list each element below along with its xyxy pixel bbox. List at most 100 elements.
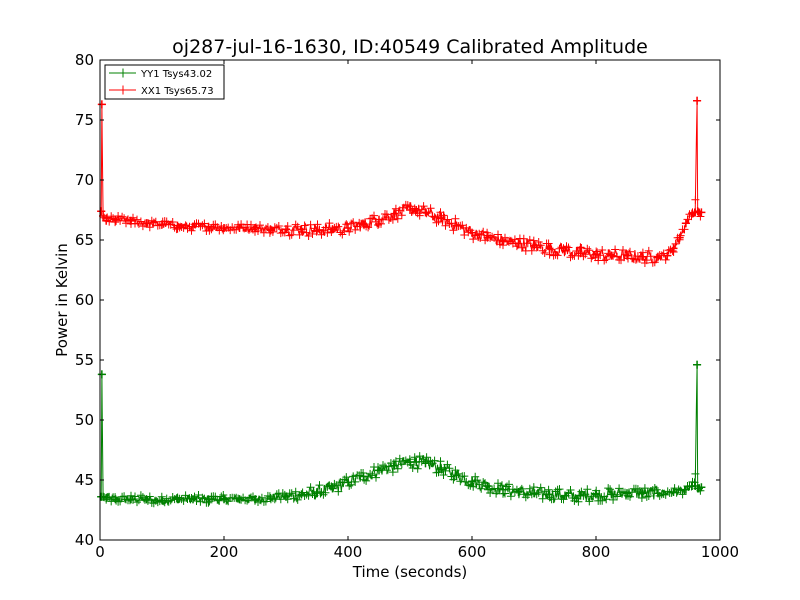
data-point xyxy=(251,495,259,504)
data-point xyxy=(697,483,706,492)
series-layer xyxy=(97,96,706,508)
data-point xyxy=(111,215,120,224)
data-point xyxy=(514,488,523,496)
data-point xyxy=(663,251,672,260)
data-point xyxy=(220,495,228,504)
x-tick-label: 1000 xyxy=(701,543,739,561)
data-point xyxy=(421,459,430,468)
legend-label-yy1: YY1 Tsys43.02 xyxy=(140,69,212,80)
y-tick-label: 55 xyxy=(75,351,94,369)
data-point xyxy=(669,488,678,496)
data-point xyxy=(681,485,690,494)
data-point xyxy=(452,471,461,480)
data-point xyxy=(97,207,106,216)
data-point xyxy=(297,225,306,234)
data-point xyxy=(158,220,166,229)
data-point xyxy=(421,208,430,217)
data-point xyxy=(437,464,445,472)
data-point xyxy=(693,96,702,105)
legend-box xyxy=(104,64,225,100)
data-point xyxy=(693,360,702,369)
data-point xyxy=(266,225,275,234)
series-1 xyxy=(97,96,706,267)
data-point xyxy=(189,495,197,504)
y-tick-label: 60 xyxy=(75,291,94,309)
data-point xyxy=(235,224,244,232)
legend-marker-yy1 xyxy=(118,68,128,78)
data-point xyxy=(251,224,259,232)
data-point xyxy=(142,495,151,504)
data-point xyxy=(693,207,702,216)
data-point xyxy=(390,209,399,218)
y-tick-label: 70 xyxy=(75,171,94,189)
data-point xyxy=(412,206,421,214)
data-point xyxy=(127,495,135,504)
data-point xyxy=(638,489,647,498)
y-axis-label: Power in Kelvin xyxy=(53,243,71,357)
data-point xyxy=(173,495,182,504)
data-point xyxy=(344,224,352,232)
legend: YY1 Tsys43.02 XX1 Tsys65.73 xyxy=(104,64,225,100)
data-point xyxy=(204,495,213,504)
data-point xyxy=(561,491,569,500)
data-point xyxy=(127,216,135,225)
data-point xyxy=(576,491,585,500)
data-point xyxy=(545,490,554,499)
x-tick-label: 0 xyxy=(95,543,105,561)
data-point xyxy=(607,251,616,260)
data-point xyxy=(282,225,290,234)
data-point xyxy=(158,496,166,505)
data-point xyxy=(592,490,600,499)
legend-label-xx1: XX1 Tsys65.73 xyxy=(141,86,214,97)
data-point xyxy=(675,233,684,242)
data-point xyxy=(623,489,631,498)
data-point xyxy=(173,221,182,230)
data-point xyxy=(189,222,197,231)
data-point xyxy=(313,226,321,235)
y-tick-label: 80 xyxy=(75,51,94,69)
data-point xyxy=(530,242,538,250)
legend-marker-xx1 xyxy=(118,85,128,95)
data-point xyxy=(681,219,690,228)
data-point xyxy=(412,458,421,466)
data-point xyxy=(468,477,476,486)
y-tick-label: 50 xyxy=(75,411,94,429)
chart-title: oj287-jul-16-1630, ID:40549 Calibrated A… xyxy=(172,36,648,58)
data-point xyxy=(142,219,151,228)
data-point xyxy=(359,220,368,229)
data-point xyxy=(328,484,337,493)
data-point xyxy=(654,489,662,498)
data-point xyxy=(111,495,120,504)
data-point xyxy=(375,215,383,224)
data-point xyxy=(654,252,662,261)
data-point xyxy=(102,494,111,502)
x-axis-label: Time (seconds) xyxy=(352,563,468,581)
tick-layer: 0 200 400 600 800 1000 40 45 50 55 60 65 70 75 80 xyxy=(75,51,739,561)
data-point xyxy=(452,221,461,230)
x-tick-label: 200 xyxy=(210,543,239,561)
data-point xyxy=(102,216,111,225)
y-tick-label: 45 xyxy=(75,471,94,489)
series-0 xyxy=(97,360,706,508)
data-point xyxy=(592,250,600,259)
data-point xyxy=(468,228,476,237)
data-point xyxy=(561,246,569,255)
data-point xyxy=(638,252,647,261)
data-point xyxy=(297,490,306,499)
x-tick-label: 800 xyxy=(582,543,611,561)
y-tick-label: 65 xyxy=(75,231,94,249)
data-point xyxy=(576,249,585,258)
x-tick-label: 400 xyxy=(334,543,363,561)
data-point xyxy=(266,494,275,502)
data-point xyxy=(483,482,492,490)
data-point xyxy=(499,485,507,494)
data-point xyxy=(344,478,352,487)
data-point xyxy=(530,489,538,498)
data-point xyxy=(97,100,106,109)
data-point xyxy=(483,233,492,242)
data-point xyxy=(97,370,106,379)
data-point xyxy=(313,488,321,496)
data-point xyxy=(607,490,616,499)
data-point xyxy=(669,244,678,253)
